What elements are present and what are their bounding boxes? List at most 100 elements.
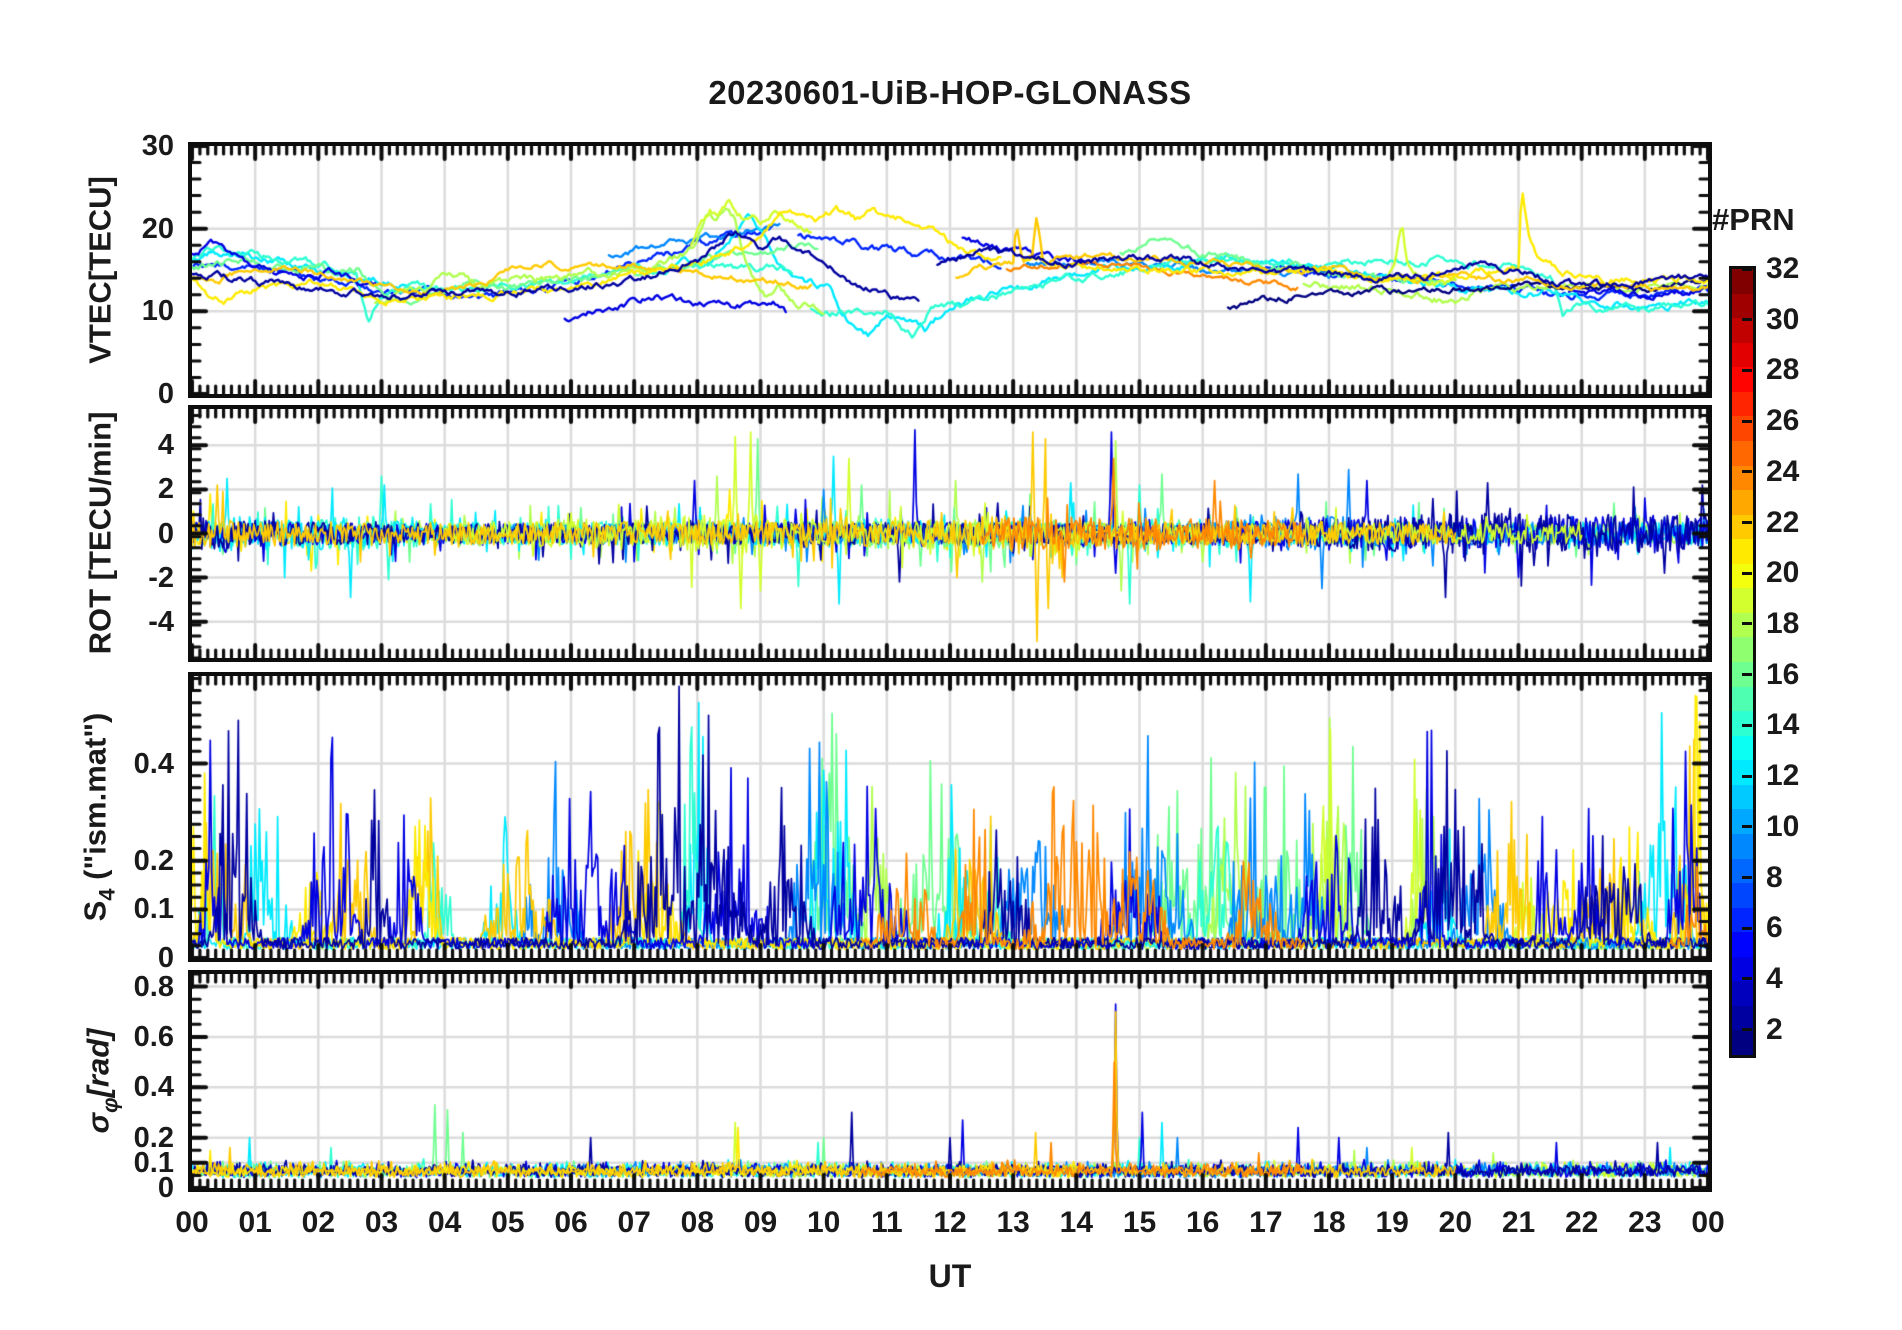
x-tick-label: 01 (238, 1206, 272, 1239)
colorbar-tick-mark (1742, 876, 1752, 880)
x-tick-label: 19 (1375, 1206, 1409, 1239)
colorbar-tick-label: 32 (1766, 252, 1800, 285)
y-tick-label: 0 (157, 1172, 174, 1204)
colorbar-tick-mark (1742, 673, 1752, 677)
colorbar-block (1732, 784, 1753, 810)
colorbar-tick-mark (1742, 267, 1752, 271)
x-tick-label: 16 (1185, 1206, 1220, 1239)
y-tick-label: -4 (148, 605, 174, 638)
y-tick-label: 0.2 (133, 1121, 174, 1154)
x-tick-label: 14 (1059, 1206, 1094, 1239)
x-tick-label: 11 (870, 1206, 903, 1239)
y-tick-label: 30 (141, 130, 174, 162)
y-tick-label: 0.4 (133, 1071, 174, 1104)
y-tick-label: 0.6 (133, 1020, 174, 1053)
x-tick-label: 17 (1249, 1206, 1283, 1239)
x-tick-label: 07 (617, 1206, 651, 1239)
colorbar-block (1732, 391, 1753, 417)
y-tick-label: 4 (157, 429, 174, 462)
y-tick-label: -2 (148, 561, 174, 594)
colorbar-block (1732, 293, 1753, 319)
y-tick-label: 0 (157, 517, 174, 550)
x-tick-label: 13 (996, 1206, 1030, 1239)
colorbar-block (1732, 809, 1753, 834)
colorbar-block (1732, 465, 1753, 491)
panel-sigma-canvas (192, 974, 1708, 1188)
colorbar-block (1732, 588, 1753, 613)
colorbar-block (1732, 318, 1753, 343)
colorbar-tick-label: 6 (1766, 911, 1783, 945)
colorbar-tick-label: 8 (1766, 860, 1783, 894)
colorbar-tick-label: 2 (1766, 1012, 1783, 1046)
colorbar-tick-label: 16 (1766, 657, 1800, 691)
x-tick-label: 20 (1438, 1206, 1473, 1239)
y-tick-label: 0.8 (133, 970, 174, 1003)
colorbar-tick-mark (1742, 318, 1752, 322)
x-tick-label: 00 (175, 1206, 209, 1239)
colorbar-tick-mark (1742, 926, 1752, 930)
colorbar-tick-mark (1742, 723, 1752, 727)
x-tick-label: 03 (364, 1206, 399, 1239)
colorbar-block (1732, 440, 1753, 466)
colorbar-block (1732, 563, 1753, 589)
colorbar-tick-label: 28 (1766, 353, 1800, 387)
colorbar-block (1732, 907, 1753, 933)
colorbar-block (1732, 735, 1753, 761)
colorbar-block (1732, 342, 1753, 368)
x-tick-label: 22 (1564, 1206, 1599, 1239)
chart-title: 20230601-UiB-HOP-GLONASS (708, 74, 1192, 111)
x-tick-label: 06 (554, 1206, 588, 1239)
panel-vtec-canvas (192, 146, 1708, 394)
x-tick-label: 23 (1628, 1206, 1662, 1239)
x-tick-label: 09 (743, 1206, 778, 1239)
colorbar-block (1732, 981, 1753, 1006)
colorbar-tick-label: 18 (1766, 606, 1800, 640)
y-tick-label: 10 (141, 295, 174, 328)
colorbar-block (1732, 269, 1753, 294)
x-tick-label: 10 (806, 1206, 841, 1239)
colorbar-block (1732, 760, 1753, 785)
x-tick-label: 00 (1691, 1206, 1725, 1239)
colorbar-tick-label: 4 (1766, 961, 1783, 995)
colorbar-tick-label: 24 (1766, 454, 1800, 488)
x-axis-title: UT (928, 1258, 972, 1294)
colorbar-tick-mark (1742, 470, 1752, 474)
colorbar-block (1732, 883, 1753, 908)
panel-rot (188, 405, 1712, 662)
colorbar-tick-mark (1742, 571, 1752, 575)
colorbar-block (1732, 539, 1753, 564)
y-tick-label: 0 (157, 942, 174, 974)
x-tick-label: 08 (680, 1206, 715, 1239)
colorbar-tick-mark (1742, 825, 1752, 829)
colorbar-tick-label: 14 (1766, 708, 1800, 742)
colorbar-block (1732, 637, 1753, 662)
colorbar-block (1732, 1005, 1753, 1031)
colorbar-tick-mark (1742, 419, 1752, 423)
x-tick-label: 18 (1312, 1206, 1346, 1239)
colorbar-block (1732, 711, 1753, 736)
y-axis-title-vtec: VTEC[TECU] (83, 176, 126, 364)
panel-sigma (188, 970, 1712, 1192)
colorbar-block (1732, 1030, 1753, 1055)
panel-s4-canvas (192, 676, 1708, 958)
x-tick-label: 15 (1122, 1206, 1157, 1239)
colorbar-tick-mark (1742, 622, 1752, 626)
x-tick-label: 21 (1501, 1206, 1536, 1239)
colorbar (1729, 266, 1756, 1058)
colorbar-block (1732, 932, 1753, 957)
panel-vtec (188, 142, 1712, 398)
colorbar-tick-label: 26 (1766, 404, 1800, 438)
colorbar-tick-label: 10 (1766, 809, 1800, 843)
y-tick-label: 0.1 (133, 893, 174, 926)
colorbar-tick-label: 12 (1766, 759, 1800, 793)
panel-s4 (188, 672, 1712, 962)
y-tick-label: 0.1 (133, 1146, 174, 1179)
y-tick-label: 0 (157, 378, 174, 410)
x-tick-label: 12 (933, 1206, 967, 1239)
colorbar-tick-mark (1742, 774, 1752, 778)
y-axis-title-vtec-text: VTEC[TECU] (82, 176, 118, 364)
panel-rot-canvas (192, 409, 1708, 658)
y-tick-label: 20 (141, 212, 174, 245)
x-tick-label: 04 (427, 1206, 462, 1239)
